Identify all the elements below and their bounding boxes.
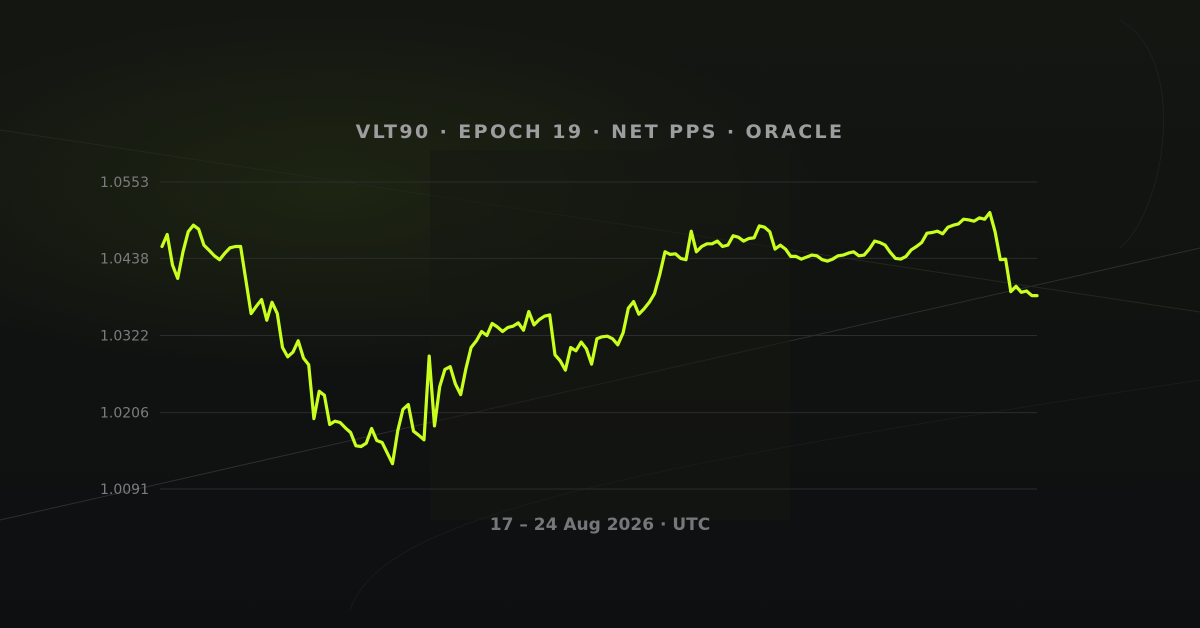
series-group bbox=[160, 211, 1039, 466]
grid-lines bbox=[160, 181, 1037, 490]
chart-subtitle: 17 – 24 Aug 2026 · UTC bbox=[490, 515, 710, 535]
series-line bbox=[160, 211, 1039, 466]
y-tick-label: 1.0206 bbox=[100, 406, 149, 422]
y-tick-label: 1.0091 bbox=[100, 482, 149, 498]
y-tick-label: 1.0553 bbox=[100, 175, 149, 191]
y-tick-label: 1.0438 bbox=[100, 251, 149, 267]
y-tick-label: 1.0322 bbox=[100, 329, 149, 345]
decorative-arc bbox=[1119, 19, 1165, 249]
y-axis-ticks: 1.0091 1.0206 1.0322 1.0438 1.0553 bbox=[100, 175, 149, 498]
decorative-arc bbox=[349, 379, 1200, 611]
chart-title: VLT90 · EPOCH 19 · NET PPS · ORACLE bbox=[356, 121, 845, 143]
